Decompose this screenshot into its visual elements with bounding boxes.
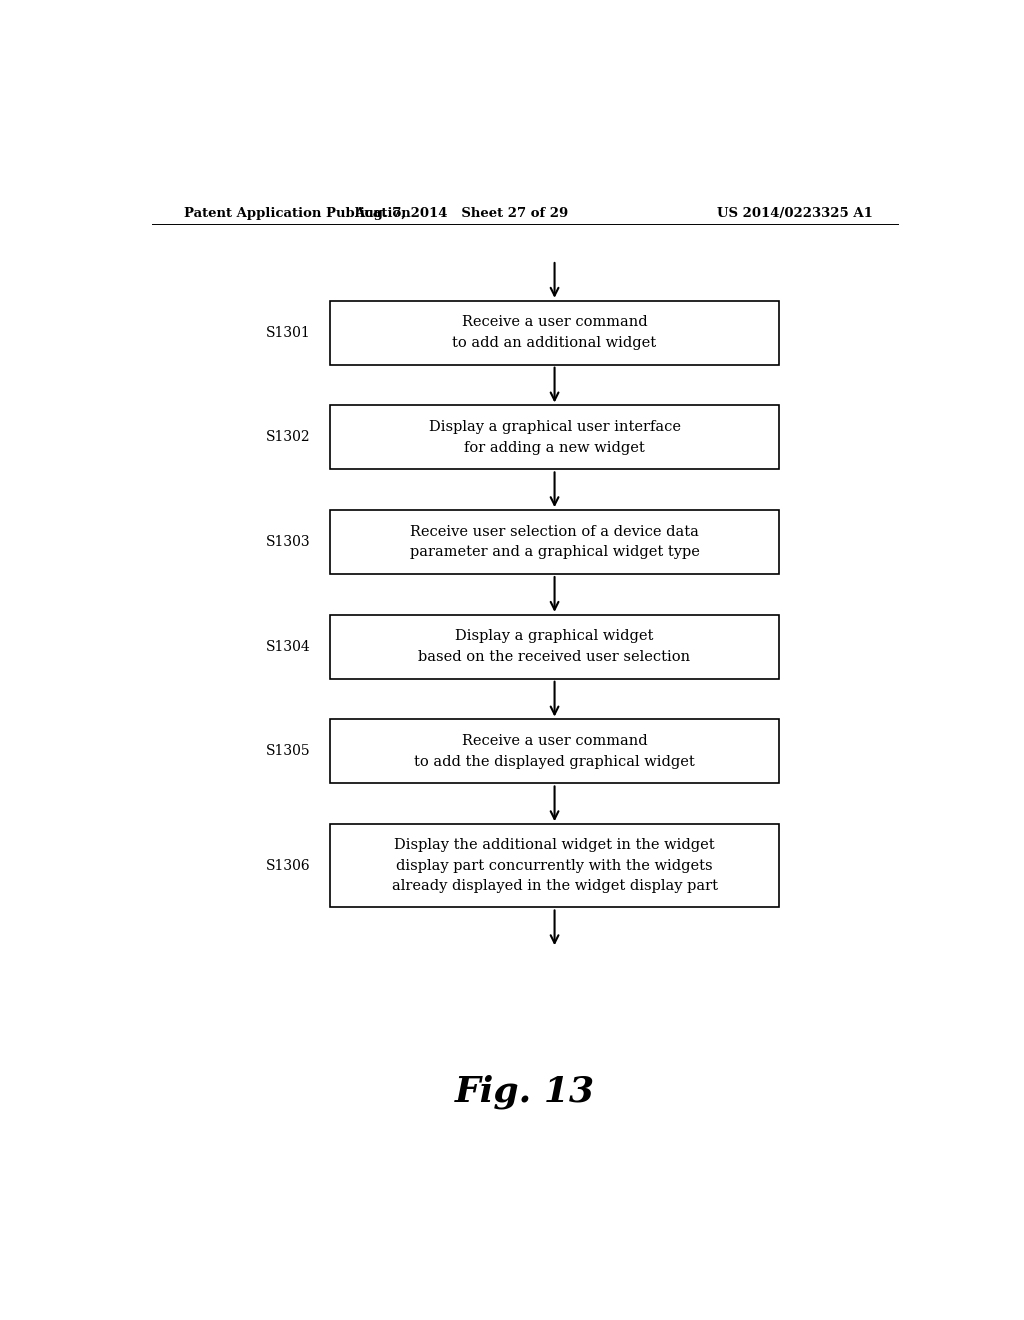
Bar bbox=[331, 301, 778, 364]
Text: Fig. 13: Fig. 13 bbox=[455, 1074, 595, 1109]
Bar bbox=[331, 510, 778, 574]
Text: S1305: S1305 bbox=[266, 744, 310, 759]
Text: S1302: S1302 bbox=[266, 430, 310, 445]
Text: S1304: S1304 bbox=[266, 640, 310, 653]
Bar bbox=[331, 615, 778, 678]
Text: Display a graphical user interface
for adding a new widget: Display a graphical user interface for a… bbox=[429, 420, 681, 454]
Bar bbox=[331, 719, 778, 784]
Text: Receive a user command
to add an additional widget: Receive a user command to add an additio… bbox=[453, 315, 656, 350]
Text: S1303: S1303 bbox=[266, 535, 310, 549]
Text: Receive user selection of a device data
parameter and a graphical widget type: Receive user selection of a device data … bbox=[410, 525, 699, 560]
Bar bbox=[331, 824, 778, 907]
Text: US 2014/0223325 A1: US 2014/0223325 A1 bbox=[717, 207, 872, 220]
Text: S1306: S1306 bbox=[266, 859, 310, 873]
Text: Aug. 7, 2014   Sheet 27 of 29: Aug. 7, 2014 Sheet 27 of 29 bbox=[354, 207, 568, 220]
Text: Display the additional widget in the widget
display part concurrently with the w: Display the additional widget in the wid… bbox=[391, 838, 718, 894]
Text: Receive a user command
to add the displayed graphical widget: Receive a user command to add the displa… bbox=[414, 734, 695, 768]
Text: S1301: S1301 bbox=[266, 326, 310, 339]
Text: Patent Application Publication: Patent Application Publication bbox=[183, 207, 411, 220]
Bar bbox=[331, 405, 778, 470]
Text: Display a graphical widget
based on the received user selection: Display a graphical widget based on the … bbox=[419, 630, 690, 664]
